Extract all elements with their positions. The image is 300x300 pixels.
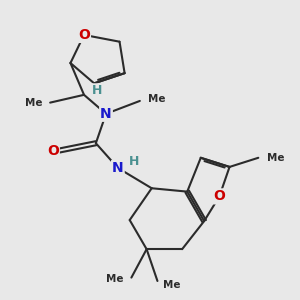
Text: Me: Me	[148, 94, 166, 104]
Text: Me: Me	[25, 98, 43, 108]
Text: N: N	[112, 161, 124, 175]
Text: Me: Me	[163, 280, 180, 290]
Text: O: O	[47, 144, 59, 158]
Text: Me: Me	[106, 274, 124, 284]
Text: H: H	[92, 84, 102, 97]
Text: Me: Me	[267, 153, 284, 163]
Text: N: N	[100, 107, 112, 121]
Text: O: O	[213, 189, 225, 203]
Text: O: O	[78, 28, 90, 42]
Text: H: H	[129, 155, 139, 168]
